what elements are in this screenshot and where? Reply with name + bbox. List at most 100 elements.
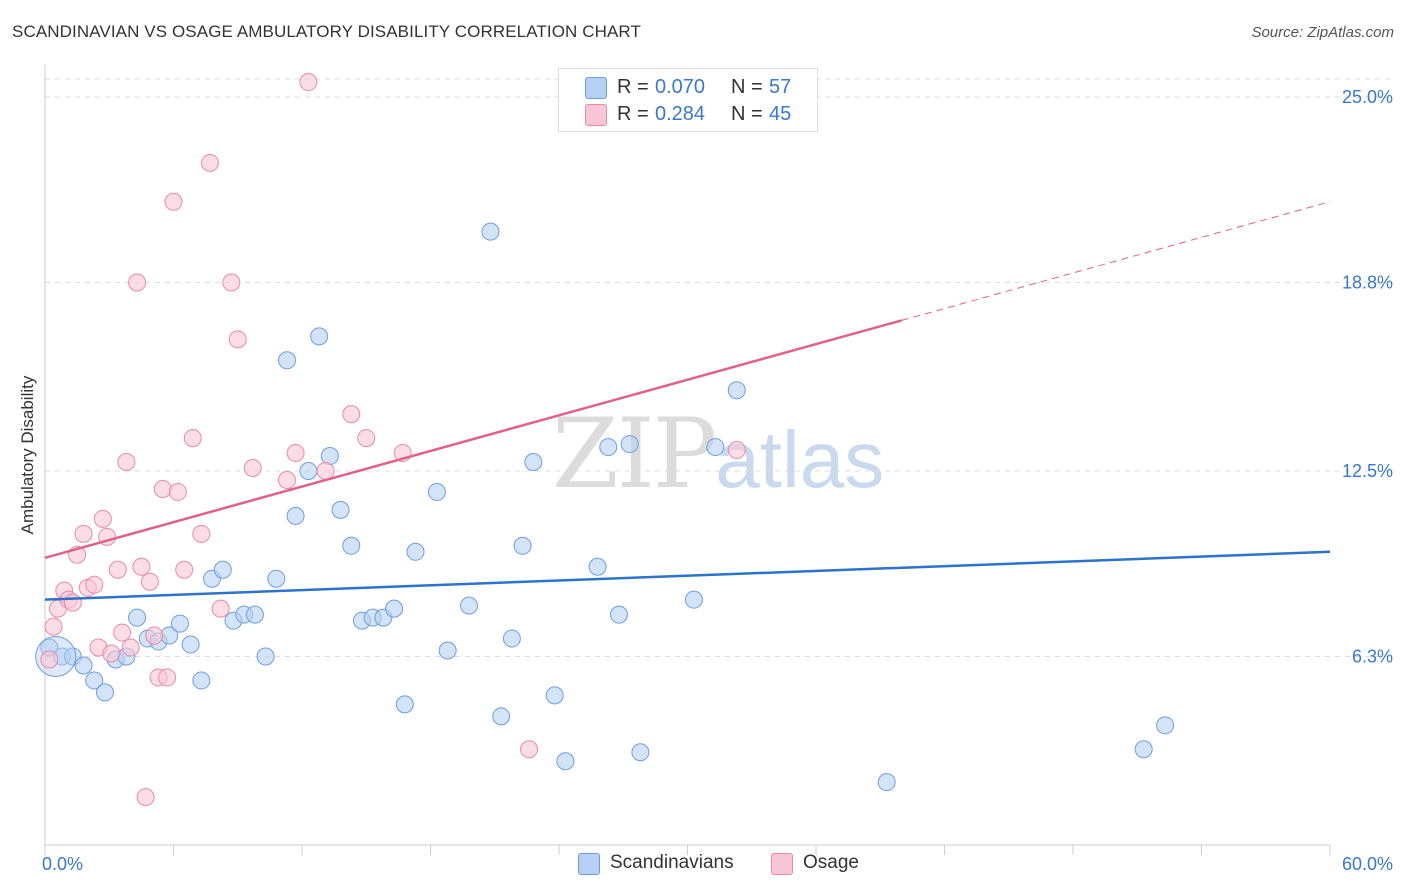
osage-point [342,405,361,424]
osage-point [222,273,241,292]
osage-point [357,429,376,448]
scandinavian-trend-line [44,550,1331,601]
scandinavian-point [256,647,275,666]
osage-point [93,509,112,528]
scandinavian-point [342,536,361,555]
scandinavian-point [513,536,532,555]
scandinavian-point [245,605,264,624]
scandinavian-point [481,222,500,241]
osage-point [121,638,140,657]
chart-title: SCANDINAVIAN VS OSAGE AMBULATORY DISABIL… [12,22,641,41]
grid-layer [45,78,1392,658]
scandinavian-point [192,671,211,690]
osage-point [128,273,147,292]
axis-layer [44,65,1331,855]
legend-r-value: 0.070 [655,76,706,98]
trend-layer [44,201,1331,601]
scandinavian-point [331,500,350,519]
bottom-legend-label-blue: Scandinavians [610,852,734,873]
scandinavian-point [502,629,521,648]
osage-point [44,617,63,636]
osage-point [228,330,247,349]
y-axis-label: Ambulatory Disability [18,375,37,535]
scandinavian-point [524,453,543,472]
osage-point [299,73,318,92]
scandinavian-point [706,438,725,457]
scandinavian-point [631,743,650,762]
legend-r-value: 0.284 [655,103,706,125]
y-tick-label: 18.8% [1342,273,1393,293]
scandinavian-point [95,683,114,702]
bottom-legend-swatch-blue [578,853,600,875]
scandinavian-point [170,614,189,633]
scandinavian-point [286,506,305,525]
scandinavian-point [599,438,618,457]
points-layer [35,73,1175,807]
watermark-zip: ZIP [552,398,717,510]
scandinavian-point [213,560,232,579]
osage-point [40,650,59,669]
osage-point [175,560,194,579]
legend-r-label: R = [617,103,649,125]
osage-point [113,623,132,642]
osage-point [164,192,183,211]
osage-point [243,459,262,478]
scandinavian-point [299,462,318,480]
scandinavian-point [609,605,628,624]
correlation-legend: R = 0.070 N = 57 R = 0.284 N = 45 [558,68,818,132]
scandinavian-point [85,671,104,690]
scandinavian-point [492,707,511,726]
osage-point [102,644,121,663]
x-tick-label: 60.0% [1342,854,1393,874]
osage-point [727,441,746,460]
scandinavian-point [684,590,703,609]
osage-point [117,453,136,472]
osage-trend-extension [901,201,1331,321]
legend-swatch-blue [585,77,607,99]
osage-point [200,153,219,172]
osage-point [132,557,151,576]
scandinavian-point [438,641,457,660]
watermark-atlas: atlas [715,415,885,504]
osage-point [158,668,177,687]
scandinavian-point [727,381,746,400]
bottom-legend-label-pink: Osage [803,852,859,873]
y-tick-label: 25.0% [1342,87,1393,107]
scandinavian-point [427,482,446,501]
scandinavian-point [406,542,425,561]
legend-n-label: N = [731,76,763,98]
scandinavian-point [320,447,339,466]
osage-point [74,524,93,543]
scandinavian-point [128,608,147,627]
legend-n-label: N = [731,103,763,125]
osage-point [520,740,539,759]
osage-point [153,479,172,498]
osage-point [140,572,159,591]
osage-point [63,593,82,612]
scandinavian-point [460,596,479,615]
y-tick-label: 6.3% [1352,647,1393,667]
scandinavian-point [1134,740,1153,759]
scandinavian-point [385,599,404,618]
bottom-legend-swatch-pink [771,853,793,875]
osage-point [316,462,335,480]
scandinavian-point [877,773,896,792]
source-label: Source: ZipAtlas.com [1251,24,1394,41]
watermark: ZIPatlas [552,398,884,510]
scandinavian-point [588,557,607,576]
x-tick-label: 0.0% [42,854,83,874]
scandinavian-point [278,351,297,370]
osage-point [286,444,305,463]
scandinavian-point [310,327,329,346]
osage-point [108,560,127,579]
osage-point [145,626,164,645]
legend-r-label: R = [617,76,649,98]
scandinavian-point [74,656,93,675]
scandinavian-point [267,569,286,588]
scandinavian-point [181,635,200,654]
osage-point [183,429,202,448]
osage-point [278,470,297,489]
legend-n-value: 57 [769,76,792,98]
scandinavian-point [545,686,564,705]
scandinavian-point [1156,716,1175,735]
